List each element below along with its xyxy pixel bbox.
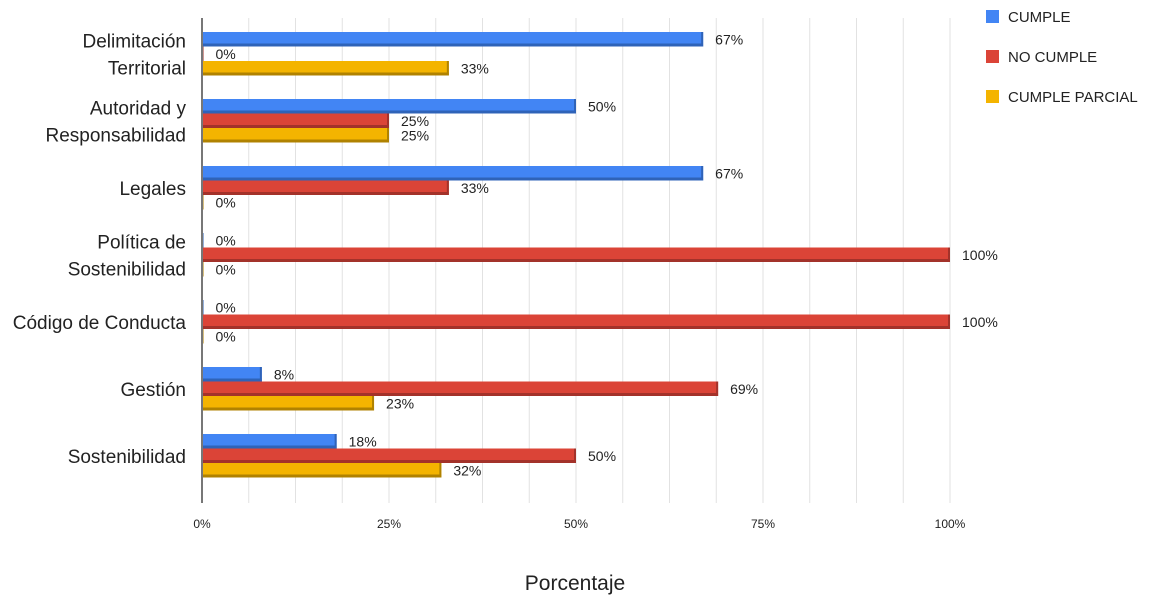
axis-layer: 0% 25% 50% 75% 100% bbox=[193, 18, 966, 531]
data-label: 100% bbox=[962, 247, 998, 263]
bar-cumple-parcial bbox=[202, 396, 375, 408]
category-label: Sostenibilidad bbox=[68, 259, 186, 280]
bar-edge bbox=[446, 180, 449, 195]
category-label: Territorial bbox=[108, 58, 186, 79]
data-label: 0% bbox=[216, 195, 236, 211]
category-label: Sostenibilidad bbox=[68, 447, 186, 468]
bar-shadow bbox=[202, 259, 950, 262]
data-label: 33% bbox=[461, 61, 489, 77]
category-label: Responsabilidad bbox=[46, 125, 187, 146]
data-label: 0% bbox=[216, 262, 236, 278]
bar-edge bbox=[701, 166, 704, 181]
legend-label[interactable]: NO CUMPLE bbox=[1008, 49, 1097, 66]
bar-no-cumple bbox=[202, 314, 950, 326]
bar-shadow bbox=[202, 177, 704, 181]
data-label: 33% bbox=[461, 180, 489, 196]
bar-cumple bbox=[202, 32, 704, 44]
category-label: Código de Conducta bbox=[13, 313, 187, 334]
bar-shadow bbox=[202, 460, 576, 463]
bar-edge bbox=[446, 61, 449, 76]
bar-shadow bbox=[202, 393, 719, 396]
legend-swatch[interactable] bbox=[986, 10, 999, 23]
bar-cumple-parcial bbox=[202, 463, 442, 475]
bar-shadow bbox=[202, 407, 375, 411]
data-label: 0% bbox=[216, 46, 236, 62]
data-label: 18% bbox=[349, 434, 377, 450]
bar-shadow bbox=[202, 192, 449, 195]
bars-layer bbox=[201, 32, 950, 478]
data-label: 67% bbox=[715, 32, 743, 48]
bar-shadow bbox=[202, 326, 950, 329]
bar-shadow bbox=[202, 110, 576, 114]
data-label: 0% bbox=[216, 233, 236, 249]
bar-edge bbox=[372, 396, 375, 411]
category-label: Política de bbox=[97, 232, 186, 253]
data-label: 0% bbox=[216, 300, 236, 316]
bar-cumple bbox=[202, 367, 262, 379]
bar-edge bbox=[574, 448, 576, 463]
bar-edge bbox=[259, 367, 262, 382]
bar-shadow bbox=[202, 445, 337, 449]
data-label: 25% bbox=[401, 113, 429, 129]
bar-cumple-parcial bbox=[202, 61, 449, 73]
data-label: 50% bbox=[588, 99, 616, 115]
bar-cumple bbox=[202, 99, 576, 111]
data-label: 32% bbox=[453, 463, 481, 479]
x-tick-label: 0% bbox=[193, 517, 211, 531]
labels-layer: 67% 0% 33% Delimitación Territorial 50% 25%25%… bbox=[13, 31, 998, 478]
data-label: 67% bbox=[715, 166, 743, 182]
bar-edge bbox=[948, 314, 950, 329]
category-label: Autoridad y bbox=[90, 98, 187, 119]
bar-no-cumple bbox=[202, 448, 576, 460]
bar-shadow bbox=[202, 125, 389, 128]
bar-edge bbox=[439, 463, 442, 478]
bar-edge bbox=[948, 247, 950, 262]
legend-swatch[interactable] bbox=[986, 90, 999, 103]
bar-cumple bbox=[202, 434, 337, 446]
bar-no-cumple bbox=[202, 180, 449, 192]
bar-edge bbox=[334, 434, 337, 449]
x-tick-label: 75% bbox=[751, 517, 775, 531]
x-tick-label: 25% bbox=[377, 517, 401, 531]
legend-label[interactable]: CUMPLE PARCIAL bbox=[1008, 89, 1138, 106]
bar-cumple bbox=[202, 166, 704, 178]
category-label: Delimitación bbox=[83, 31, 186, 52]
data-label: 50% bbox=[588, 448, 616, 464]
data-label: 25% bbox=[401, 128, 429, 144]
category-label: Legales bbox=[119, 179, 186, 200]
data-label: 0% bbox=[216, 329, 236, 345]
bar-edge bbox=[387, 113, 389, 128]
bar-no-cumple bbox=[202, 381, 719, 393]
bar-shadow bbox=[202, 43, 704, 47]
bar-no-cumple bbox=[202, 113, 389, 125]
data-label: 8% bbox=[274, 367, 294, 383]
bar-shadow bbox=[202, 378, 262, 382]
bar-edge bbox=[701, 32, 704, 47]
bar-cumple-parcial bbox=[202, 128, 389, 140]
bar-edge bbox=[716, 381, 719, 396]
data-label: 69% bbox=[730, 381, 758, 397]
legend[interactable]: CUMPLE NO CUMPLE CUMPLE PARCIAL bbox=[986, 9, 1138, 106]
bar-shadow bbox=[202, 474, 442, 478]
category-label: Gestión bbox=[121, 380, 186, 401]
data-label: 100% bbox=[962, 314, 998, 330]
x-tick-label: 100% bbox=[935, 517, 966, 531]
bar-shadow bbox=[202, 72, 449, 76]
x-axis-title: Porcentaje bbox=[525, 572, 625, 595]
data-label: 23% bbox=[386, 396, 414, 412]
bar-shadow bbox=[202, 139, 389, 143]
bar-no-cumple bbox=[202, 247, 950, 259]
bar-edge bbox=[387, 128, 389, 143]
bar-edge bbox=[574, 99, 576, 114]
legend-swatch[interactable] bbox=[986, 50, 999, 63]
legend-label[interactable]: CUMPLE bbox=[1008, 9, 1071, 26]
x-tick-label: 50% bbox=[564, 517, 588, 531]
